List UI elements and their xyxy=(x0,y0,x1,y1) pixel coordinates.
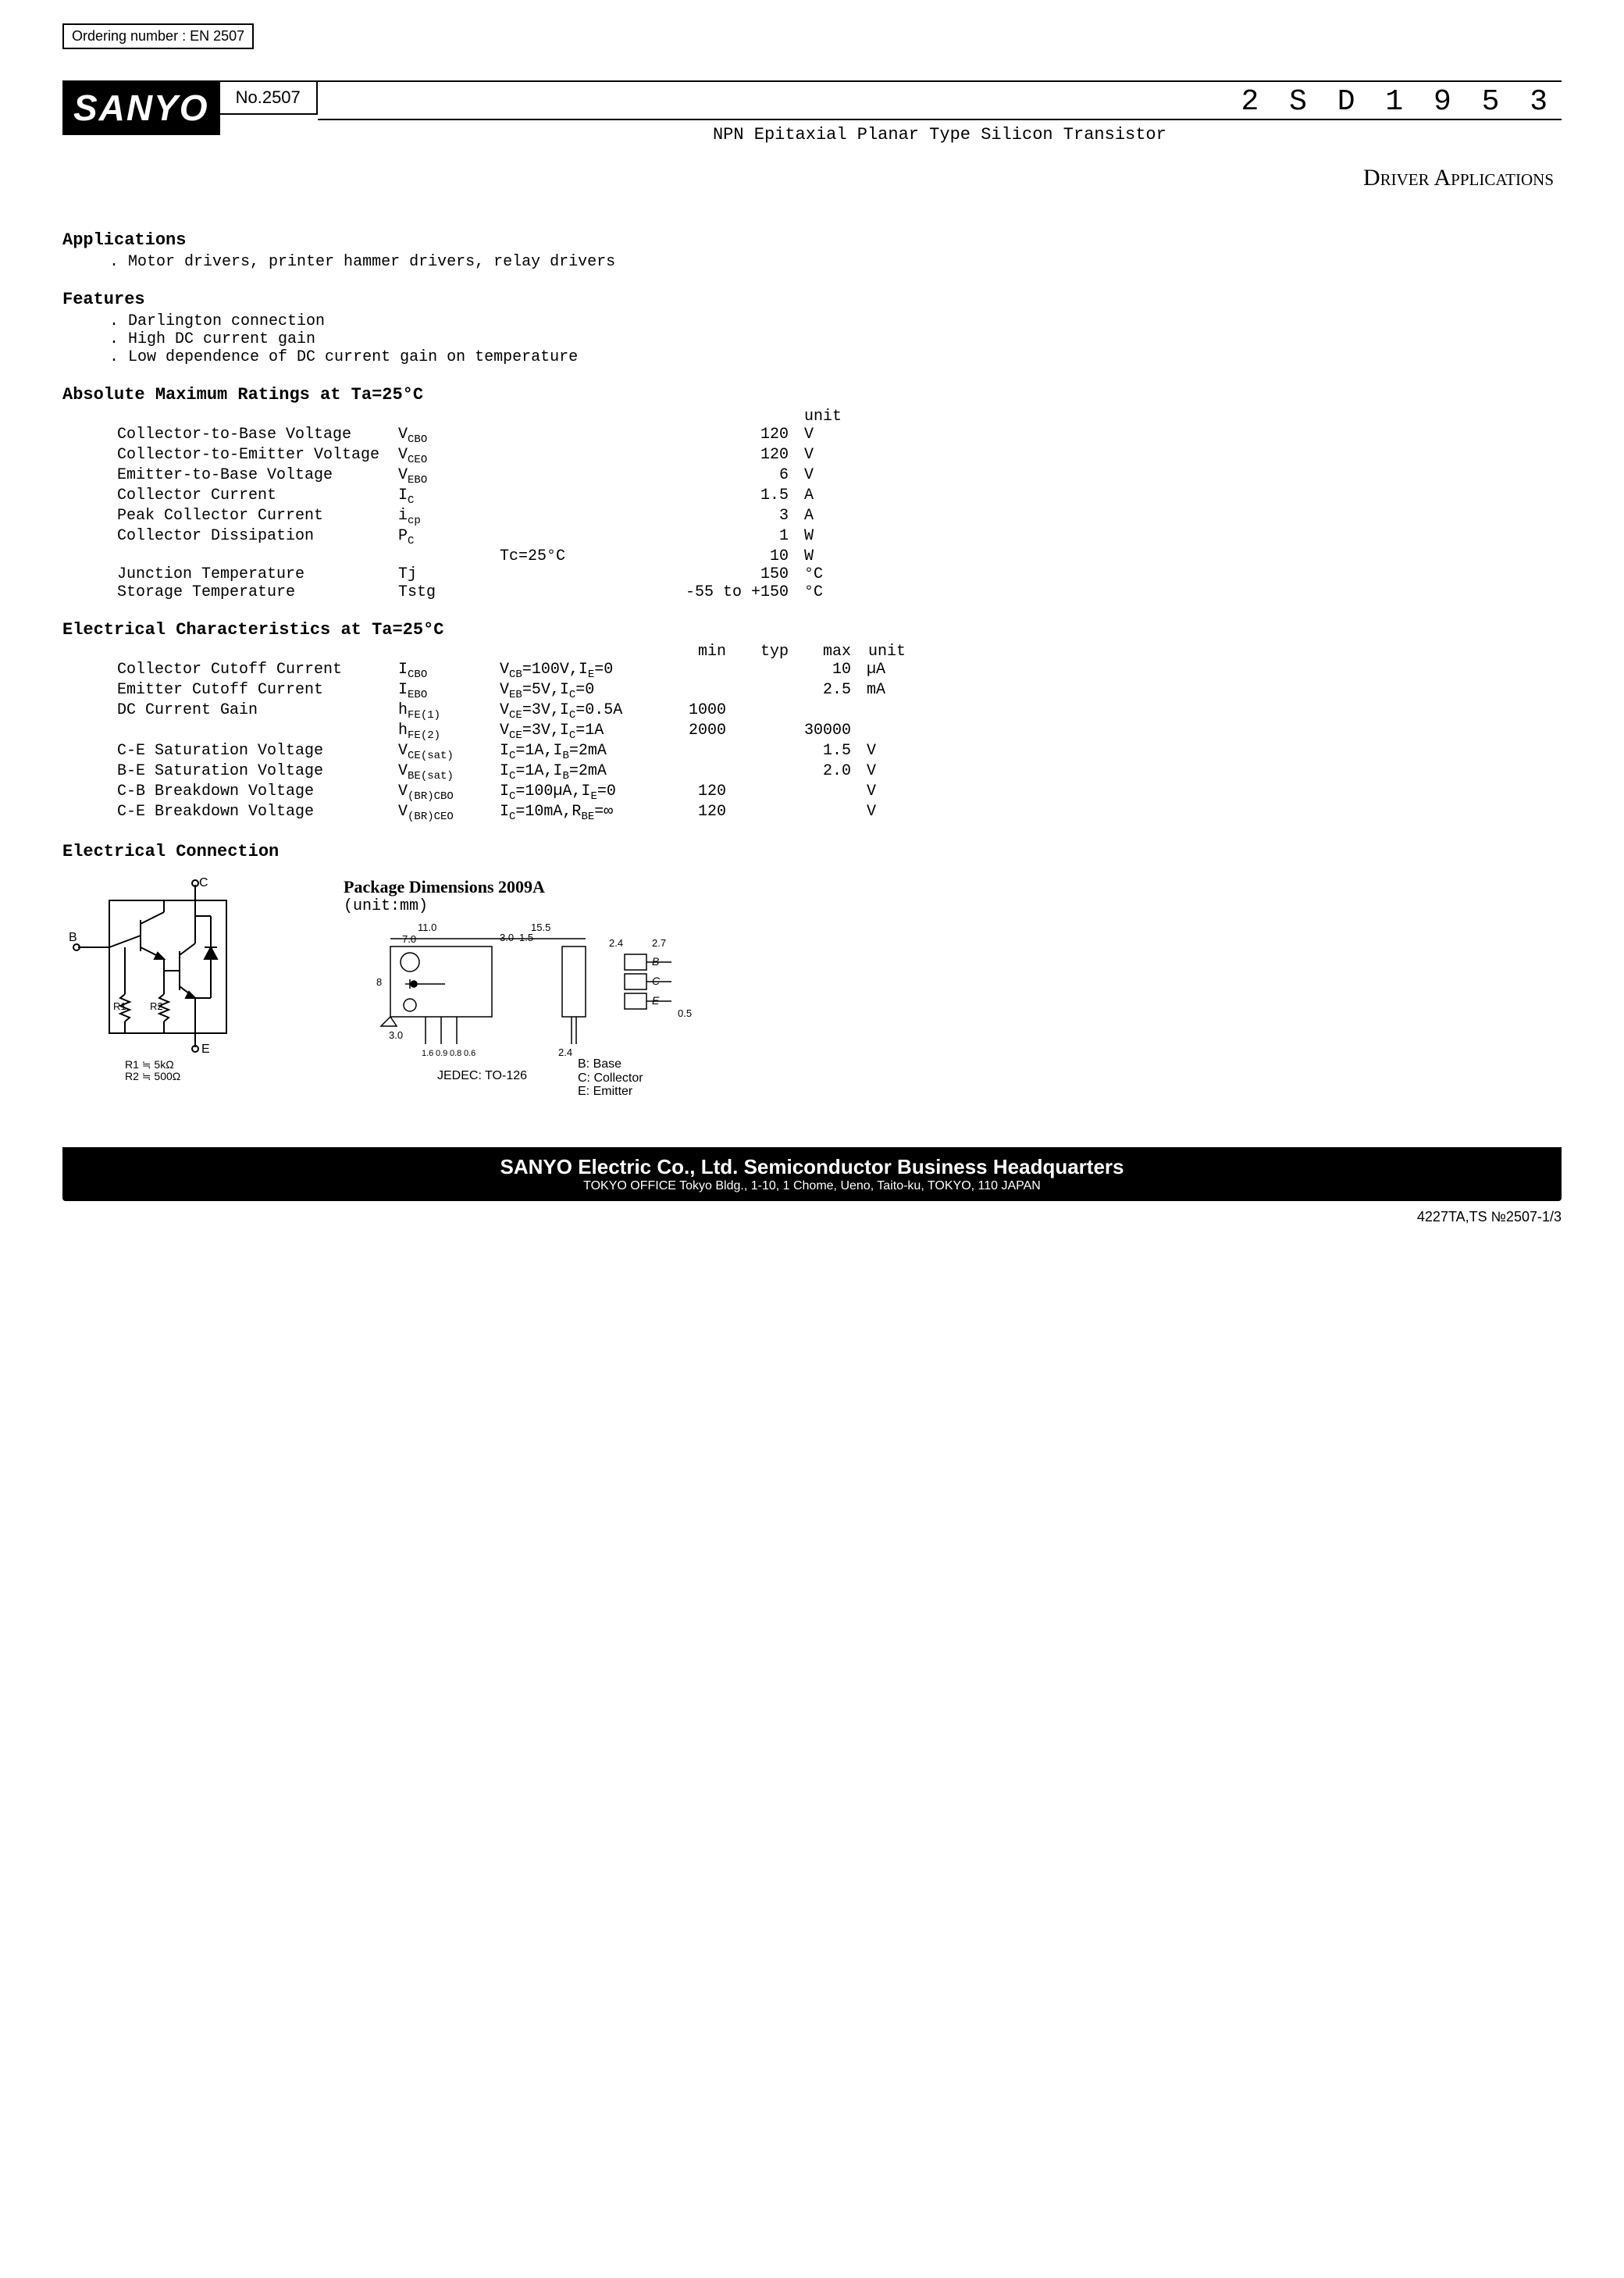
svg-text:E: E xyxy=(652,994,660,1007)
ec-row: hFE(2)VCE=3V,IC=1A200030000 xyxy=(109,722,914,742)
svg-text:0.8: 0.8 xyxy=(450,1049,461,1058)
svg-text:R1: R1 xyxy=(113,1000,126,1012)
package-unit: (unit:mm) xyxy=(344,897,734,915)
ec-row: Collector Cutoff CurrentICBOVCB=100V,IE=… xyxy=(109,661,914,681)
part-number: 2 S D 1 9 5 3 xyxy=(318,82,1562,119)
svg-text:0.9: 0.9 xyxy=(436,1049,447,1058)
svg-text:0.5: 0.5 xyxy=(678,1007,692,1019)
amr-row: Storage TemperatureTstg-55 to +150°C xyxy=(109,583,851,601)
svg-text:C: C xyxy=(652,975,661,987)
amr-row: Tc=25°C10W xyxy=(109,547,851,565)
amr-row: Junction TemperatureTj150°C xyxy=(109,565,851,583)
features-list: Darlington connectionHigh DC current gai… xyxy=(109,312,1562,366)
connection-heading: Electrical Connection xyxy=(62,842,1562,861)
applications-heading: Applications xyxy=(62,230,1562,250)
page-number: 4227TA,TS №2507-1/3 xyxy=(62,1209,1562,1225)
svg-text:B: Base: B: Base xyxy=(578,1057,621,1071)
applications-text: Motor drivers, printer hammer drivers, r… xyxy=(109,253,1562,271)
svg-text:B: B xyxy=(69,931,77,944)
amr-row: Collector DissipationPC1W xyxy=(109,527,851,547)
svg-text:11.0: 11.0 xyxy=(418,922,436,933)
svg-text:2.4: 2.4 xyxy=(558,1046,572,1058)
ec-table: min typ max unit Collector Cutoff Curren… xyxy=(109,643,914,823)
feature-item: High DC current gain xyxy=(109,330,1562,348)
svg-text:2.4: 2.4 xyxy=(609,937,623,949)
ec-row: C-E Breakdown VoltageV(BR)CEOIC=10mA,RBE… xyxy=(109,803,914,823)
svg-text:3.0: 3.0 xyxy=(389,1029,403,1041)
svg-text:E: Emitter: E: Emitter xyxy=(578,1085,633,1095)
title-header: SANYO No.2507 2 S D 1 9 5 3 NPN Epitaxia… xyxy=(62,80,1562,191)
svg-text:C: Collector: C: Collector xyxy=(578,1071,643,1085)
footer-bar: SANYO Electric Co., Ltd. Semiconductor B… xyxy=(62,1147,1562,1201)
amr-heading: Absolute Maximum Ratings at Ta=25°C xyxy=(62,385,1562,405)
amr-row: Collector-to-Emitter VoltageVCEO120V xyxy=(109,446,851,466)
amr-row: Peak Collector Currenticp3A xyxy=(109,507,851,527)
ordering-number: Ordering number : EN 2507 xyxy=(62,23,254,49)
ec-row: Emitter Cutoff CurrentIEBOVEB=5V,IC=02.5… xyxy=(109,681,914,701)
footer-address: TOKYO OFFICE Tokyo Bldg., 1-10, 1 Chome,… xyxy=(78,1179,1546,1193)
svg-text:1.5: 1.5 xyxy=(519,932,533,943)
ec-row: C-B Breakdown VoltageV(BR)CBOIC=100µA,IE… xyxy=(109,783,914,803)
application-title: Driver Applications xyxy=(318,149,1562,191)
svg-text:C: C xyxy=(199,877,208,889)
svg-text:2.7: 2.7 xyxy=(652,937,666,949)
svg-text:B: B xyxy=(652,955,659,968)
doc-number: No.2507 xyxy=(220,80,318,115)
amr-row: Collector-to-Base VoltageVCBO120V xyxy=(109,426,851,446)
svg-text:R2 ≒ 500Ω: R2 ≒ 500Ω xyxy=(125,1070,180,1080)
package-heading: Package Dimensions 2009A xyxy=(344,877,734,897)
amr-row: Collector CurrentIC1.5A xyxy=(109,487,851,507)
svg-text:R2: R2 xyxy=(150,1000,163,1012)
svg-text:E: E xyxy=(201,1043,210,1056)
amr-table: unit Collector-to-Base VoltageVCBO120VCo… xyxy=(109,408,851,601)
subtitle: NPN Epitaxial Planar Type Silicon Transi… xyxy=(318,119,1562,149)
package-block: Package Dimensions 2009A (unit:mm) xyxy=(344,877,734,1100)
connection-diagram: C B E R1 R2 R1 ≒ 5kΩ R2 ≒ 500Ω xyxy=(62,877,265,1086)
svg-text:3.0: 3.0 xyxy=(500,932,514,943)
svg-text:0.6: 0.6 xyxy=(464,1049,475,1058)
sanyo-logo: SANYO xyxy=(62,80,220,135)
package-diagram: 11.0 7.0 3.0 1.5 15.5 8 3.0 1.6 0.9 0.8 … xyxy=(344,915,734,1095)
svg-text:1.6: 1.6 xyxy=(422,1049,433,1058)
svg-text:JEDEC: TO-126: JEDEC: TO-126 xyxy=(437,1069,527,1082)
footer-company: SANYO Electric Co., Ltd. Semiconductor B… xyxy=(78,1155,1546,1179)
ec-row: B-E Saturation VoltageVBE(sat)IC=1A,IB=2… xyxy=(109,762,914,783)
svg-text:7.0: 7.0 xyxy=(402,933,416,945)
svg-text:15.5: 15.5 xyxy=(531,922,550,933)
ec-row: C-E Saturation VoltageVCE(sat)IC=1A,IB=2… xyxy=(109,742,914,762)
svg-text:8: 8 xyxy=(376,976,382,988)
amr-row: Emitter-to-Base VoltageVEBO6V xyxy=(109,466,851,487)
ec-row: DC Current GainhFE(1)VCE=3V,IC=0.5A1000 xyxy=(109,701,914,722)
features-heading: Features xyxy=(62,290,1562,309)
svg-text:R1 ≒ 5kΩ: R1 ≒ 5kΩ xyxy=(125,1058,174,1071)
feature-item: Darlington connection xyxy=(109,312,1562,330)
ec-heading: Electrical Characteristics at Ta=25°C xyxy=(62,620,1562,640)
feature-item: Low dependence of DC current gain on tem… xyxy=(109,348,1562,366)
